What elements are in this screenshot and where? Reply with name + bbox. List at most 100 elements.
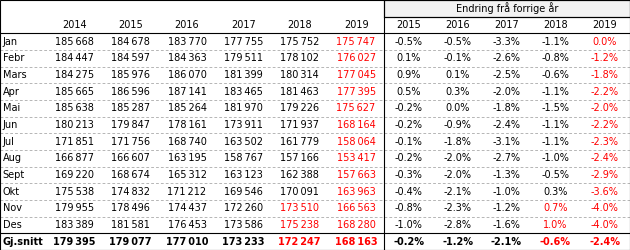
Text: 0.7%: 0.7% — [543, 203, 568, 213]
Text: 185 665: 185 665 — [55, 87, 94, 97]
Text: Mai: Mai — [3, 103, 20, 113]
Text: 0.9%: 0.9% — [396, 70, 421, 80]
Text: 168 280: 168 280 — [336, 220, 375, 230]
Text: 178 496: 178 496 — [112, 203, 150, 213]
Text: 184 447: 184 447 — [55, 53, 94, 63]
Bar — [384, 0, 630, 17]
Text: 162 388: 162 388 — [280, 170, 319, 180]
Text: 0.0%: 0.0% — [445, 103, 470, 113]
Text: -1.3%: -1.3% — [493, 170, 520, 180]
Text: -0.6%: -0.6% — [541, 70, 570, 80]
Text: -3.6%: -3.6% — [591, 187, 619, 197]
Text: 175 238: 175 238 — [280, 220, 319, 230]
Text: 163 123: 163 123 — [224, 170, 263, 180]
Text: 184 275: 184 275 — [55, 70, 94, 80]
Text: Sept: Sept — [3, 170, 25, 180]
Text: Apr: Apr — [3, 87, 20, 97]
Text: 184 363: 184 363 — [168, 53, 207, 63]
Text: -2.2%: -2.2% — [591, 87, 619, 97]
Text: 183 465: 183 465 — [224, 87, 263, 97]
Text: -2.0%: -2.0% — [444, 153, 472, 163]
Text: -1.1%: -1.1% — [541, 137, 570, 147]
Text: Febr: Febr — [3, 53, 24, 63]
Text: 163 195: 163 195 — [168, 153, 207, 163]
Text: 172 260: 172 260 — [224, 203, 263, 213]
Text: 161 779: 161 779 — [280, 137, 319, 147]
Text: -2.4%: -2.4% — [493, 120, 520, 130]
Text: -1.1%: -1.1% — [541, 87, 570, 97]
Text: -0.4%: -0.4% — [395, 187, 423, 197]
Text: 184 678: 184 678 — [112, 37, 150, 47]
Text: -0.5%: -0.5% — [541, 170, 570, 180]
Text: -2.4%: -2.4% — [591, 153, 619, 163]
Text: 179 511: 179 511 — [224, 53, 263, 63]
Text: 184 597: 184 597 — [111, 53, 150, 63]
Text: -2.3%: -2.3% — [444, 203, 472, 213]
Text: -2.0%: -2.0% — [493, 87, 520, 97]
Text: -0.1%: -0.1% — [395, 137, 423, 147]
Text: -2.2%: -2.2% — [591, 120, 619, 130]
Text: 158 767: 158 767 — [224, 153, 263, 163]
Text: 181 970: 181 970 — [224, 103, 263, 113]
Text: -1.2%: -1.2% — [591, 53, 619, 63]
Text: 0.0%: 0.0% — [593, 37, 617, 47]
Text: -1.8%: -1.8% — [493, 103, 520, 113]
Text: -1.8%: -1.8% — [591, 70, 619, 80]
Text: 179 226: 179 226 — [280, 103, 319, 113]
Text: -2.1%: -2.1% — [444, 187, 472, 197]
Text: -4.0%: -4.0% — [591, 203, 619, 213]
Text: 177 395: 177 395 — [336, 87, 375, 97]
Text: 179 847: 179 847 — [111, 120, 150, 130]
Text: 172 247: 172 247 — [278, 237, 321, 247]
Text: 173 586: 173 586 — [224, 220, 263, 230]
Text: 178 161: 178 161 — [168, 120, 207, 130]
Text: 179 077: 179 077 — [110, 237, 152, 247]
Text: 185 668: 185 668 — [55, 37, 94, 47]
Text: 171 851: 171 851 — [55, 137, 94, 147]
Text: Endring frå forrige år: Endring frå forrige år — [456, 2, 558, 14]
Text: -0.8%: -0.8% — [395, 203, 423, 213]
Text: 180 314: 180 314 — [280, 70, 319, 80]
Text: -2.1%: -2.1% — [491, 237, 522, 247]
Text: 175 752: 175 752 — [280, 37, 319, 47]
Text: 177 755: 177 755 — [224, 37, 263, 47]
Text: 175 627: 175 627 — [336, 103, 375, 113]
Text: 165 312: 165 312 — [168, 170, 207, 180]
Text: -1.2%: -1.2% — [493, 203, 520, 213]
Text: 179 955: 179 955 — [55, 203, 94, 213]
Text: 174 437: 174 437 — [168, 203, 207, 213]
Text: 2015: 2015 — [396, 20, 421, 30]
Text: 169 546: 169 546 — [224, 187, 263, 197]
Text: -1.5%: -1.5% — [541, 103, 570, 113]
Text: Mars: Mars — [3, 70, 26, 80]
Text: 2015: 2015 — [118, 20, 143, 30]
Text: 166 563: 166 563 — [336, 203, 375, 213]
Text: 0.3%: 0.3% — [445, 87, 470, 97]
Text: 0.1%: 0.1% — [445, 70, 470, 80]
Text: Jun: Jun — [3, 120, 18, 130]
Text: -1.1%: -1.1% — [541, 120, 570, 130]
Text: 181 581: 181 581 — [112, 220, 150, 230]
Text: 170 091: 170 091 — [280, 187, 319, 197]
Text: -1.0%: -1.0% — [493, 187, 520, 197]
Text: 177 045: 177 045 — [336, 70, 375, 80]
Text: -2.9%: -2.9% — [591, 170, 619, 180]
Text: 2014: 2014 — [62, 20, 87, 30]
Text: 2018: 2018 — [543, 20, 568, 30]
Text: 185 638: 185 638 — [55, 103, 94, 113]
Text: -1.2%: -1.2% — [442, 237, 473, 247]
Text: 171 756: 171 756 — [111, 137, 150, 147]
Text: 0.1%: 0.1% — [396, 53, 421, 63]
Text: 183 770: 183 770 — [168, 37, 207, 47]
Text: -0.5%: -0.5% — [444, 37, 472, 47]
Text: Aug: Aug — [3, 153, 21, 163]
Text: 168 740: 168 740 — [168, 137, 207, 147]
Text: -2.5%: -2.5% — [493, 70, 520, 80]
Text: 179 395: 179 395 — [53, 237, 96, 247]
Text: 174 832: 174 832 — [111, 187, 150, 197]
Text: -0.2%: -0.2% — [394, 153, 423, 163]
Text: 2017: 2017 — [494, 20, 519, 30]
Text: -2.3%: -2.3% — [591, 137, 619, 147]
Text: -0.5%: -0.5% — [394, 37, 423, 47]
Text: 168 674: 168 674 — [112, 170, 150, 180]
